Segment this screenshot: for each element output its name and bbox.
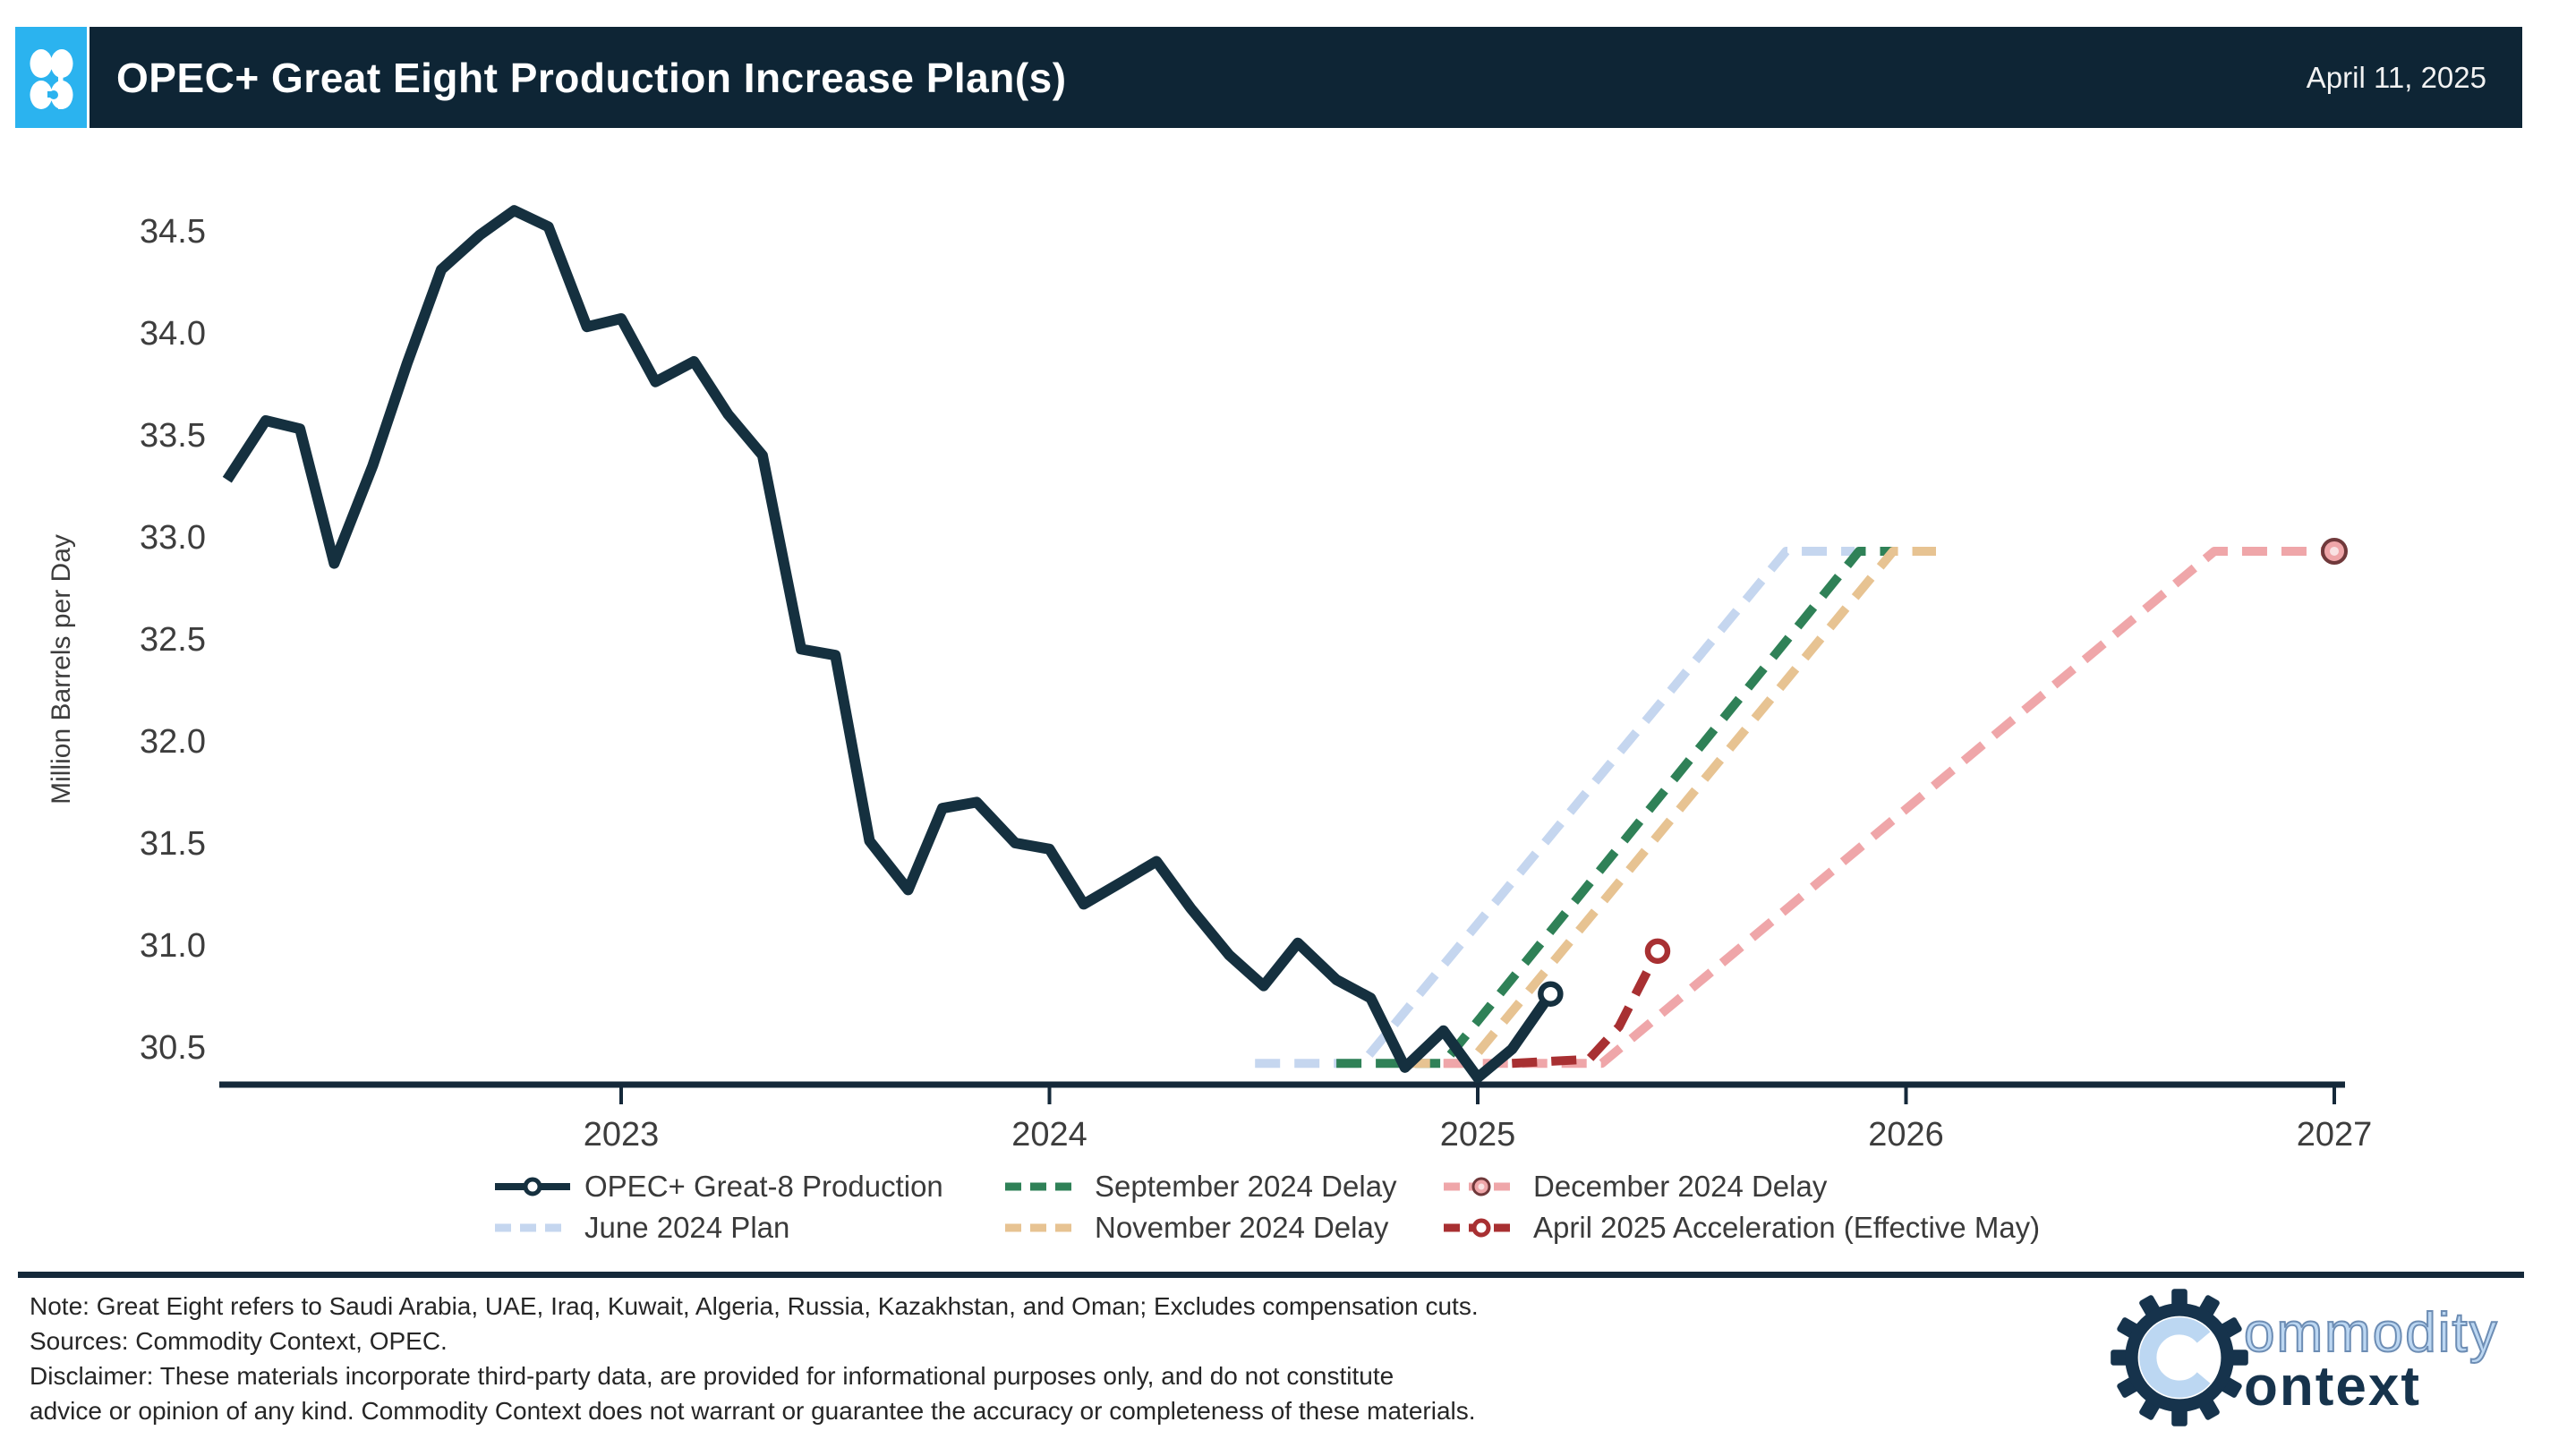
legend-symbol [1444,1218,1519,1238]
footer-notes: Note: Great Eight refers to Saudi Arabia… [30,1289,1479,1428]
legend-column: OPEC+ Great-8 Production June 2024 Plan [495,1166,943,1248]
legend-item: OPEC+ Great-8 Production [495,1166,943,1207]
y-tick-label: 33.5 [140,417,206,455]
opec-logo-icon [15,27,87,128]
title-bar: OPEC+ Great Eight Production Increase Pl… [90,27,2522,128]
y-tick-label: 30.5 [140,1029,206,1067]
series-opec-great-8-production [222,205,1556,1084]
commodity-context-logo: ommodity ontext [2108,1281,2529,1443]
y-tick-label: 34.0 [140,315,206,353]
y-axis-title: Million Barrels per Day [47,534,76,805]
disclaimer-line-1: Disclaimer: These materials incorporate … [30,1362,1394,1390]
y-tick-label: 32.0 [140,723,206,761]
y-tick-label: 31.0 [140,927,206,965]
legend-item: April 2025 Acceleration (Effective May) [1444,1207,2040,1248]
y-tick-label: 33.0 [140,519,206,557]
series-june-2024-plan [1255,547,1855,1069]
series-april-2025-acceleration-effective-may- [1512,949,1662,1069]
legend-symbol [495,1177,570,1196]
legend-label: September 2024 Delay [1095,1170,1397,1203]
x-tick-label: 2027 [2297,1116,2373,1154]
end-marker [1644,938,1671,965]
legend-label: December 2024 Delay [1533,1170,1828,1203]
legend-label: November 2024 Delay [1095,1211,1389,1244]
note-line: Note: Great Eight refers to Saudi Arabia… [30,1292,1479,1320]
sources-line: Sources: Commodity Context, OPEC. [30,1327,448,1355]
gear-icon [2111,1289,2248,1426]
x-tick-label: 2023 [584,1116,660,1154]
series-november-2024-delay [1404,547,1936,1069]
y-tick-label: 34.5 [140,213,206,251]
page-title: OPEC+ Great Eight Production Increase Pl… [116,54,1067,101]
legend-symbol [495,1223,570,1232]
legend-item: November 2024 Delay [1005,1207,1397,1248]
legend-label: June 2024 Plan [584,1211,790,1244]
legend-column: December 2024 Delay April 2025 Accelerati… [1444,1166,2040,1248]
x-tick-label: 2024 [1011,1116,1087,1154]
legend-item: December 2024 Delay [1444,1166,2040,1207]
legend-symbol [1005,1182,1080,1191]
x-tick-label: 2025 [1440,1116,1516,1154]
disclaimer-line-2: advice or opinion of any kind. Commodity… [30,1397,1476,1425]
legend-item: June 2024 Plan [495,1207,943,1248]
end-marker-center [2330,546,2339,556]
legend-column: September 2024 Delay November 2024 Delay [1005,1166,1397,1248]
y-tick-label: 32.5 [140,621,206,659]
footer-divider [18,1272,2524,1278]
series-september-2024-delay [1336,547,1898,1069]
y-tick-label: 31.5 [140,825,206,863]
x-tick-label: 2026 [1868,1116,1944,1154]
legend-item: September 2024 Delay [1005,1166,1397,1207]
end-marker [1538,981,1564,1007]
brand-word-context: ontext [2244,1356,2421,1418]
report-date: April 11, 2025 [2306,60,2486,94]
legend-symbol [1005,1223,1080,1232]
brand-word-commodity: ommodity [2243,1301,2499,1365]
legend-label: OPEC+ Great-8 Production [584,1170,943,1203]
legend-symbol [1444,1177,1519,1196]
legend-label: April 2025 Acceleration (Effective May) [1533,1211,2041,1244]
